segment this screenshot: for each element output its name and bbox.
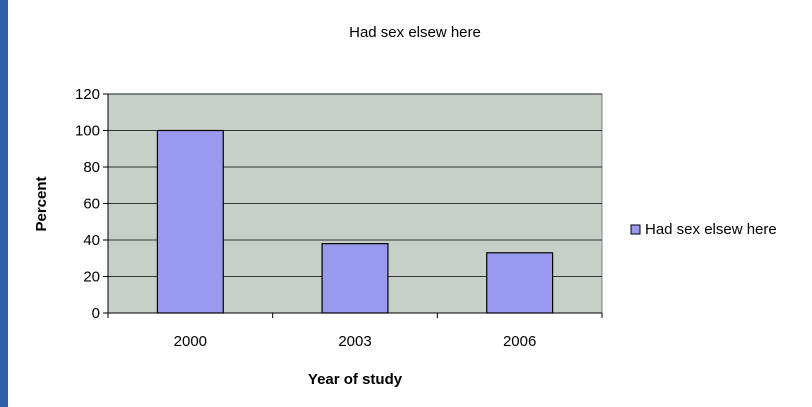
x-tick-label: 2003 <box>338 333 371 350</box>
legend-swatch <box>630 224 641 235</box>
y-tick-label: 80 <box>83 159 100 176</box>
x-axis-ticks: 2000 2003 2006 <box>107 313 603 350</box>
y-tick-label: 40 <box>83 232 100 249</box>
y-tick-label: 60 <box>83 196 100 213</box>
x-tick-label: 2000 <box>174 333 207 350</box>
bar-2003 <box>321 243 389 314</box>
y-tick-label: 20 <box>83 269 100 286</box>
y-axis-label: Percent <box>33 176 50 231</box>
y-tick-label: 120 <box>75 86 100 103</box>
legend: Had sex elsew here <box>630 221 777 238</box>
y-tick-label: 100 <box>75 123 100 140</box>
chart-panel: Had sex elsew here 0 20 40 60 80 100 120 2000 2… <box>8 0 812 407</box>
chart-title: Had sex elsew here <box>349 24 481 41</box>
y-axis-ticks: 0 20 40 60 80 100 120 <box>75 86 108 322</box>
bar-2000 <box>156 129 224 314</box>
bar-2006 <box>486 252 554 314</box>
x-axis-label: Year of study <box>308 371 403 388</box>
x-tick-label: 2006 <box>503 333 536 350</box>
legend-label: Had sex elsew here <box>645 221 777 238</box>
y-tick-label: 0 <box>92 305 100 322</box>
